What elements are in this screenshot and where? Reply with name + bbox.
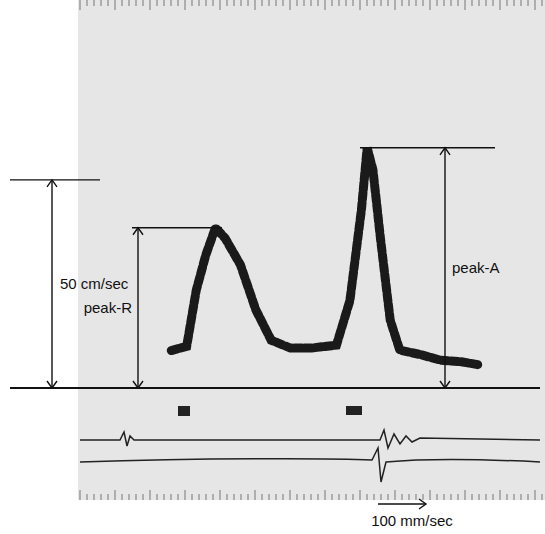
svg-text:peak-A: peak-A <box>452 259 500 276</box>
svg-text:peak-R: peak-R <box>84 299 133 316</box>
svg-text:100 mm/sec: 100 mm/sec <box>371 512 453 529</box>
svg-text:50 cm/sec: 50 cm/sec <box>60 275 129 292</box>
